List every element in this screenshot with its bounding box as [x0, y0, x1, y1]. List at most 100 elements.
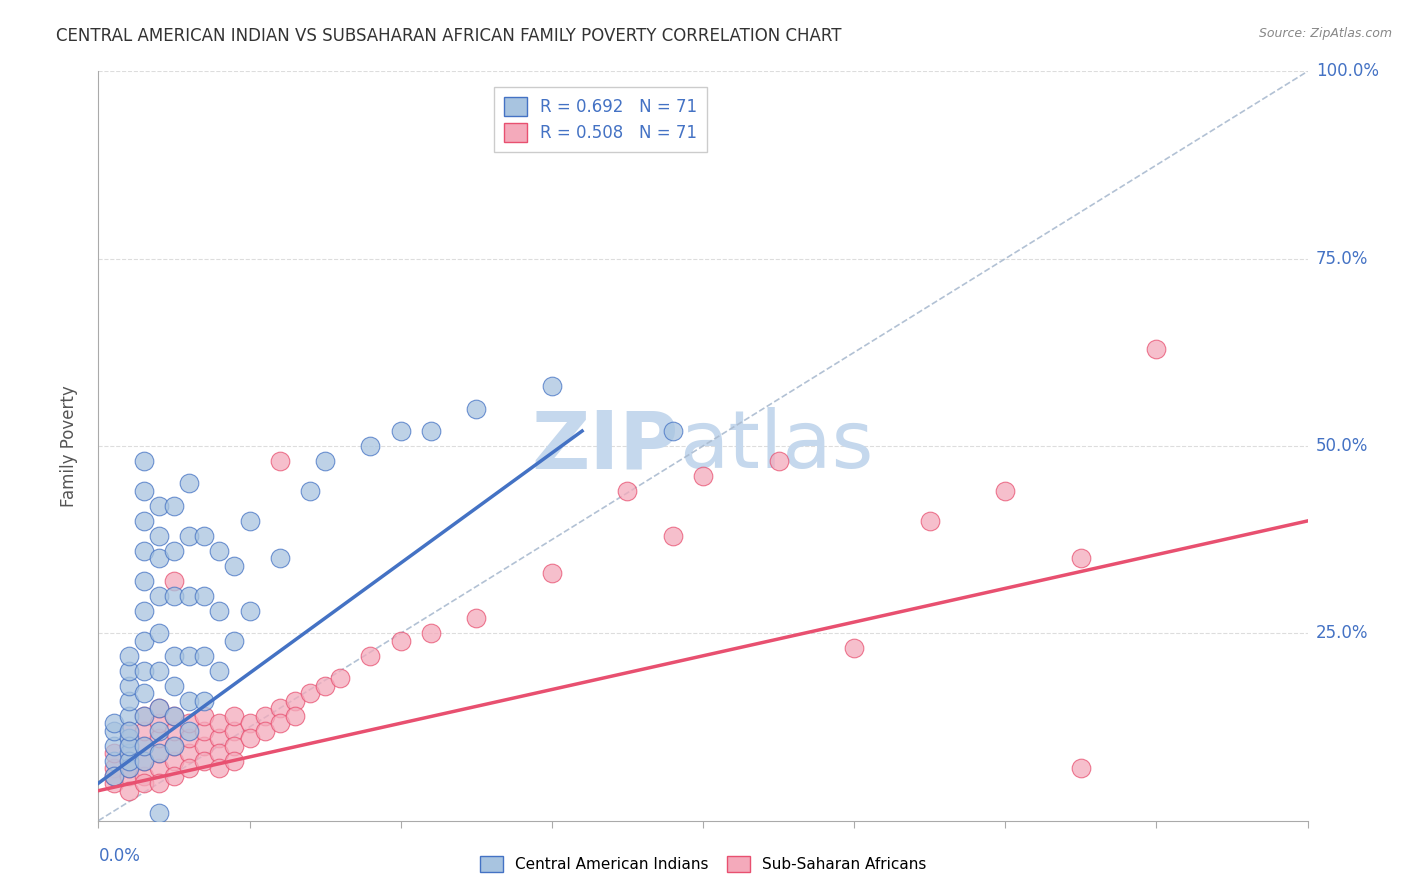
- Point: [118, 731, 141, 746]
- Point: [179, 723, 201, 738]
- Point: [329, 671, 352, 685]
- Point: [420, 424, 443, 438]
- Point: [132, 776, 155, 790]
- Point: [118, 754, 141, 768]
- Point: [132, 544, 155, 558]
- Point: [193, 754, 215, 768]
- Point: [465, 401, 488, 416]
- Point: [208, 731, 231, 746]
- Point: [179, 716, 201, 731]
- Point: [118, 739, 141, 753]
- Point: [118, 679, 141, 693]
- Text: 0.0%: 0.0%: [98, 847, 141, 865]
- Point: [103, 776, 125, 790]
- Point: [118, 739, 141, 753]
- Point: [103, 746, 125, 760]
- Point: [163, 574, 186, 588]
- Point: [148, 701, 170, 715]
- Point: [179, 731, 201, 746]
- Point: [253, 708, 276, 723]
- Point: [148, 776, 170, 790]
- Point: [193, 739, 215, 753]
- Point: [148, 746, 170, 760]
- Point: [118, 694, 141, 708]
- Point: [193, 708, 215, 723]
- Point: [118, 648, 141, 663]
- Point: [540, 379, 562, 393]
- Point: [224, 723, 246, 738]
- Point: [239, 604, 262, 618]
- Point: [179, 529, 201, 543]
- Point: [118, 761, 141, 775]
- Point: [208, 604, 231, 618]
- Point: [148, 499, 170, 513]
- Point: [103, 754, 125, 768]
- Point: [148, 716, 170, 731]
- Point: [269, 454, 291, 468]
- Point: [284, 694, 307, 708]
- Point: [224, 708, 246, 723]
- Point: [299, 483, 322, 498]
- Point: [148, 806, 170, 821]
- Point: [163, 723, 186, 738]
- Point: [163, 544, 186, 558]
- Point: [1070, 761, 1092, 775]
- Point: [844, 641, 866, 656]
- Point: [132, 686, 155, 700]
- Point: [918, 514, 941, 528]
- Point: [163, 648, 186, 663]
- Point: [132, 483, 155, 498]
- Point: [661, 529, 683, 543]
- Point: [239, 716, 262, 731]
- Point: [224, 633, 246, 648]
- Point: [692, 469, 714, 483]
- Text: 50.0%: 50.0%: [1316, 437, 1368, 455]
- Point: [253, 723, 276, 738]
- Point: [163, 769, 186, 783]
- Point: [163, 708, 186, 723]
- Point: [163, 739, 186, 753]
- Point: [118, 754, 141, 768]
- Point: [179, 648, 201, 663]
- Point: [208, 761, 231, 775]
- Point: [148, 701, 170, 715]
- Point: [118, 761, 141, 775]
- Legend: Central American Indians, Sub-Saharan Africans: Central American Indians, Sub-Saharan Af…: [472, 848, 934, 880]
- Point: [269, 551, 291, 566]
- Point: [103, 739, 125, 753]
- Point: [661, 424, 683, 438]
- Point: [269, 701, 291, 715]
- Point: [118, 723, 141, 738]
- Point: [239, 731, 262, 746]
- Point: [208, 746, 231, 760]
- Point: [1144, 342, 1167, 356]
- Point: [103, 716, 125, 731]
- Point: [284, 708, 307, 723]
- Point: [148, 551, 170, 566]
- Point: [132, 604, 155, 618]
- Point: [314, 454, 336, 468]
- Point: [118, 664, 141, 678]
- Point: [224, 558, 246, 573]
- Point: [118, 783, 141, 797]
- Point: [208, 716, 231, 731]
- Point: [179, 746, 201, 760]
- Point: [163, 589, 186, 603]
- Point: [118, 723, 141, 738]
- Point: [132, 708, 155, 723]
- Point: [299, 686, 322, 700]
- Text: 25.0%: 25.0%: [1316, 624, 1368, 642]
- Point: [132, 633, 155, 648]
- Text: atlas: atlas: [679, 407, 873, 485]
- Text: 75.0%: 75.0%: [1316, 250, 1368, 268]
- Point: [360, 439, 382, 453]
- Point: [132, 454, 155, 468]
- Point: [179, 761, 201, 775]
- Point: [208, 664, 231, 678]
- Point: [132, 739, 155, 753]
- Point: [193, 589, 215, 603]
- Point: [132, 739, 155, 753]
- Point: [148, 664, 170, 678]
- Point: [420, 626, 443, 640]
- Point: [148, 626, 170, 640]
